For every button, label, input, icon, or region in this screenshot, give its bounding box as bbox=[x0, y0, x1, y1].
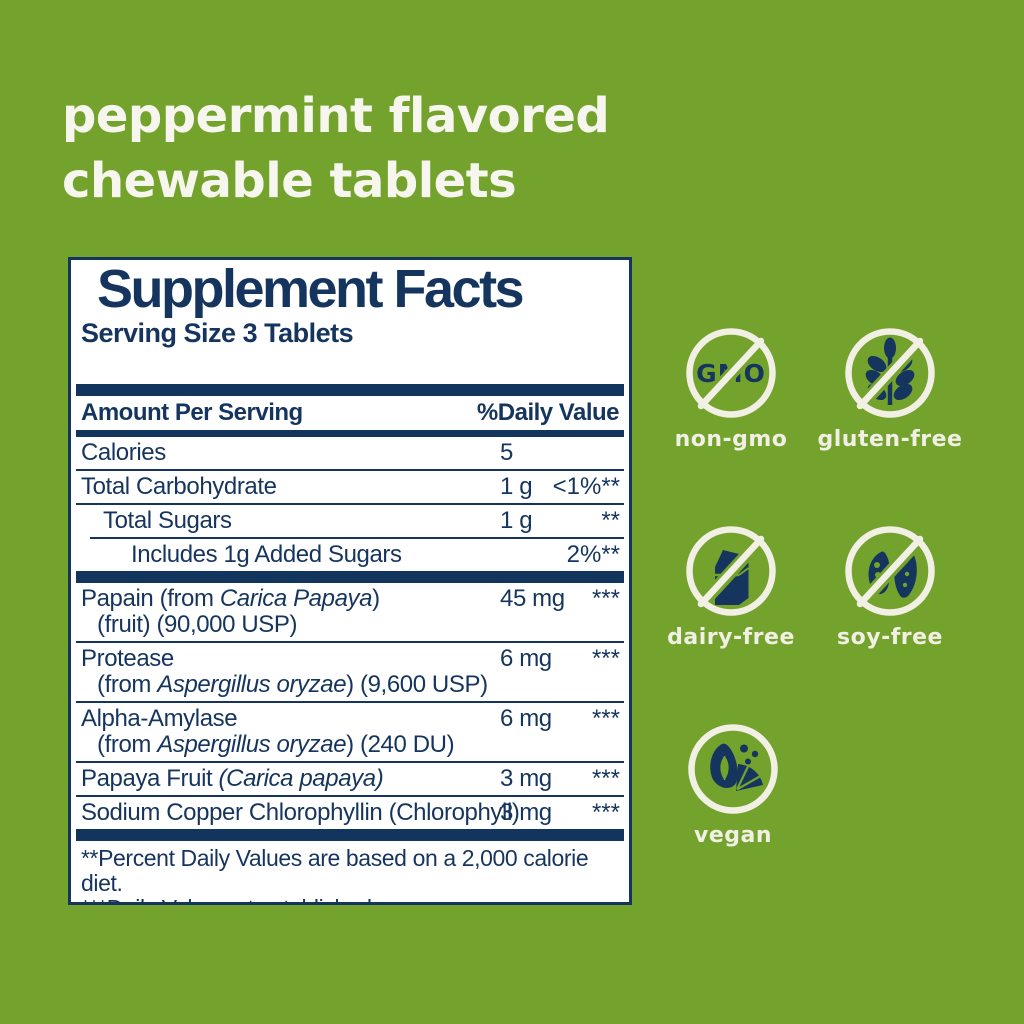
serving-size: Serving Size 3 Tablets bbox=[81, 318, 354, 348]
daily-value-label: %Daily Value bbox=[476, 399, 620, 426]
row-name: Protease (from Aspergillus oryzae) (9,600… bbox=[81, 645, 488, 698]
gmo-icon: GMO bbox=[686, 328, 776, 418]
supplement-facts-panel: Supplement Facts Serving Size 3 Tablets … bbox=[68, 257, 632, 905]
fruit-icon bbox=[688, 724, 778, 814]
headline-line2: chewable tablets bbox=[62, 153, 517, 209]
facts-rows: Calories 5 Total Carbohydrate 1 g <1%** Total… bbox=[76, 437, 624, 841]
badge-label: soy-free bbox=[837, 625, 943, 650]
row-name: Calories bbox=[81, 439, 166, 466]
table-row: Papaya Fruit (Carica papaya) 3 mg *** bbox=[76, 761, 624, 795]
milk-carton-icon bbox=[686, 526, 776, 616]
wheat-icon bbox=[845, 328, 935, 418]
headline: peppermint flavored chewable tablets bbox=[62, 84, 610, 214]
table-row: Includes 1g Added Sugars 2%** bbox=[76, 537, 624, 571]
row-amount: 45 mg bbox=[500, 585, 565, 612]
badge-non-gmo: GMO non-gmo bbox=[646, 327, 816, 452]
row-daily-value: <1%** bbox=[552, 473, 620, 500]
footnote-percent-dv: **Percent Daily Values are based on a 2,… bbox=[81, 845, 589, 896]
table-row: Total Sugars 1 g ** bbox=[76, 503, 624, 537]
row-name: Includes 1g Added Sugars bbox=[131, 541, 402, 568]
row-name: Total Carbohydrate bbox=[81, 473, 277, 500]
amount-per-serving-label: Amount Per Serving bbox=[81, 399, 303, 426]
row-daily-value: *** bbox=[591, 645, 620, 672]
badge-label: gluten-free bbox=[817, 427, 963, 452]
badge-label: dairy-free bbox=[667, 625, 795, 650]
row-amount: 6 mg bbox=[500, 645, 552, 672]
row-amount: 3 mg bbox=[500, 799, 552, 826]
thick-divider bbox=[76, 829, 624, 841]
medium-divider bbox=[76, 430, 624, 437]
table-row: Total Carbohydrate 1 g <1%** bbox=[76, 469, 624, 503]
thick-divider bbox=[76, 571, 624, 583]
row-daily-value: *** bbox=[591, 799, 620, 826]
badge-label: non-gmo bbox=[674, 427, 788, 452]
headline-line1: peppermint flavored bbox=[62, 88, 610, 144]
row-name: Total Sugars bbox=[103, 507, 232, 534]
table-row: Sodium Copper Chlorophyllin (Chlorophyll… bbox=[76, 795, 624, 829]
footnote-dv-not-established: ***Daily Value not established. bbox=[81, 896, 619, 903]
soy-pods-icon bbox=[845, 526, 935, 616]
row-amount: 6 mg bbox=[500, 705, 552, 732]
footnotes: **Percent Daily Values are based on a 2,… bbox=[81, 845, 619, 903]
badge-soy-free: soy-free bbox=[805, 525, 975, 650]
panel-title: Supplement Facts bbox=[97, 259, 525, 319]
row-daily-value: *** bbox=[591, 585, 620, 612]
badge-dairy-free: dairy-free bbox=[646, 525, 816, 650]
row-amount: 3 mg bbox=[500, 765, 552, 792]
row-daily-value: *** bbox=[591, 765, 620, 792]
badge-label: vegan bbox=[693, 823, 773, 848]
row-amount: 5 bbox=[500, 439, 513, 466]
row-name: Papain (from Carica Papaya) (fruit) (90,0… bbox=[81, 585, 380, 638]
row-daily-value: *** bbox=[591, 705, 620, 732]
badge-vegan: vegan bbox=[648, 723, 818, 848]
row-daily-value: 2%** bbox=[566, 541, 620, 568]
table-row: Protease (from Aspergillus oryzae) (9,600… bbox=[76, 641, 624, 701]
table-header: Amount Per Serving %Daily Value bbox=[81, 396, 620, 430]
table-row: Alpha-Amylase (from Aspergillus oryzae) (… bbox=[76, 701, 624, 761]
row-name: Papaya Fruit (Carica papaya) bbox=[81, 765, 384, 792]
row-amount: 1 g bbox=[500, 507, 533, 534]
table-row: Calories 5 bbox=[76, 437, 624, 469]
badge-gluten-free: gluten-free bbox=[805, 327, 975, 452]
row-daily-value: ** bbox=[601, 507, 620, 534]
thick-divider bbox=[76, 384, 624, 396]
row-amount: 1 g bbox=[500, 473, 533, 500]
row-name: Alpha-Amylase (from Aspergillus oryzae) (… bbox=[81, 705, 455, 758]
row-name: Sodium Copper Chlorophyllin (Chlorophyll… bbox=[81, 799, 520, 826]
table-row: Papain (from Carica Papaya) (fruit) (90,0… bbox=[76, 583, 624, 641]
